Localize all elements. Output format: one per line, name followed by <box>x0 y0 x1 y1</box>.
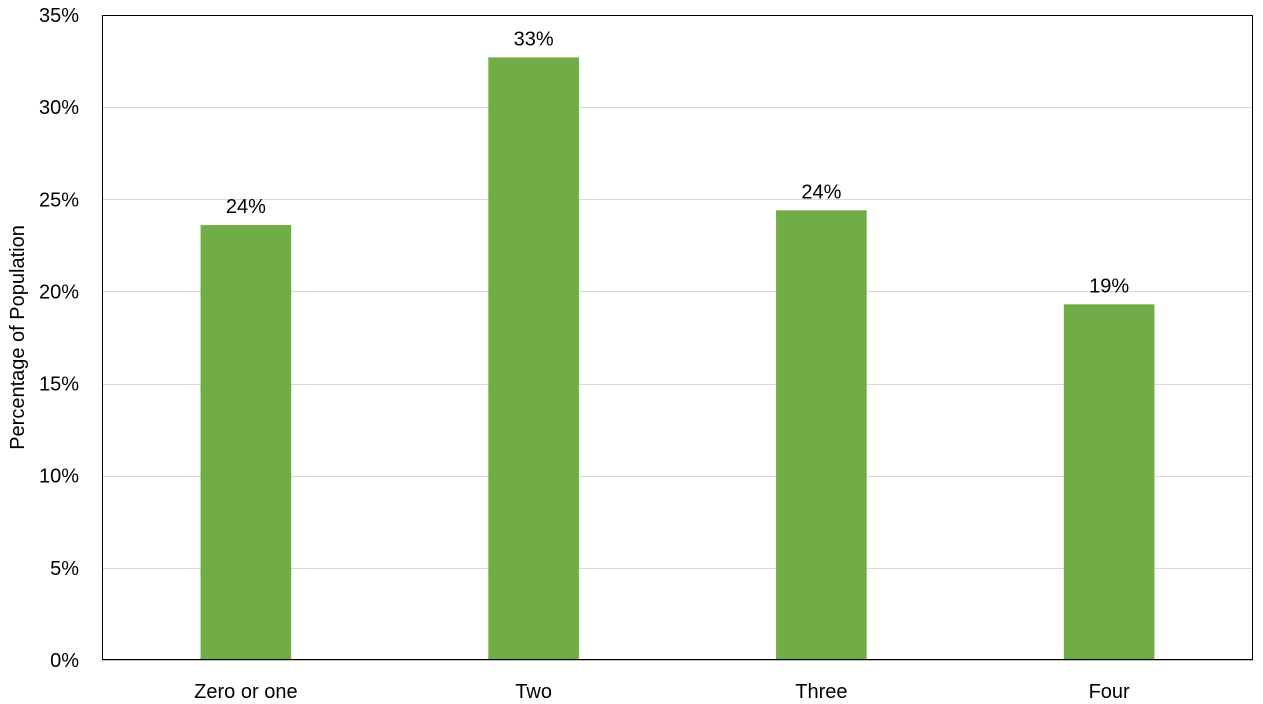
bars <box>200 57 1155 661</box>
bar <box>776 210 867 661</box>
y-axis-ticks: 0% 5% 10% 15% 20% 25% 30% 35% <box>39 5 79 672</box>
y-tick-label: 15% <box>39 374 79 396</box>
bar <box>200 225 292 661</box>
data-label: 24% <box>801 181 841 203</box>
data-labels: 24% 33% 24% 19% <box>226 28 1129 297</box>
data-label: 19% <box>1089 275 1129 297</box>
data-label: 33% <box>514 28 554 50</box>
y-tick-label: 0% <box>50 650 79 672</box>
y-tick-label: 20% <box>39 281 79 303</box>
y-tick-label: 25% <box>39 189 79 211</box>
y-tick-label: 10% <box>39 466 79 488</box>
y-tick-label: 35% <box>39 5 79 27</box>
x-category-label: Four <box>1089 681 1130 703</box>
data-label: 24% <box>226 196 266 218</box>
y-tick-label: 5% <box>50 558 79 580</box>
x-category-label: Three <box>795 681 847 703</box>
plot-frame <box>102 15 1253 660</box>
x-category-label: Zero or one <box>194 681 297 703</box>
bar <box>1063 304 1155 660</box>
gridlines <box>102 107 1253 661</box>
y-axis-title: Percentage of Population <box>7 225 29 450</box>
x-category-label: Two <box>515 681 552 703</box>
bar <box>488 57 579 660</box>
x-axis-categories: Zero or one Two Three Four <box>194 681 1130 703</box>
y-tick-label: 30% <box>39 97 79 119</box>
